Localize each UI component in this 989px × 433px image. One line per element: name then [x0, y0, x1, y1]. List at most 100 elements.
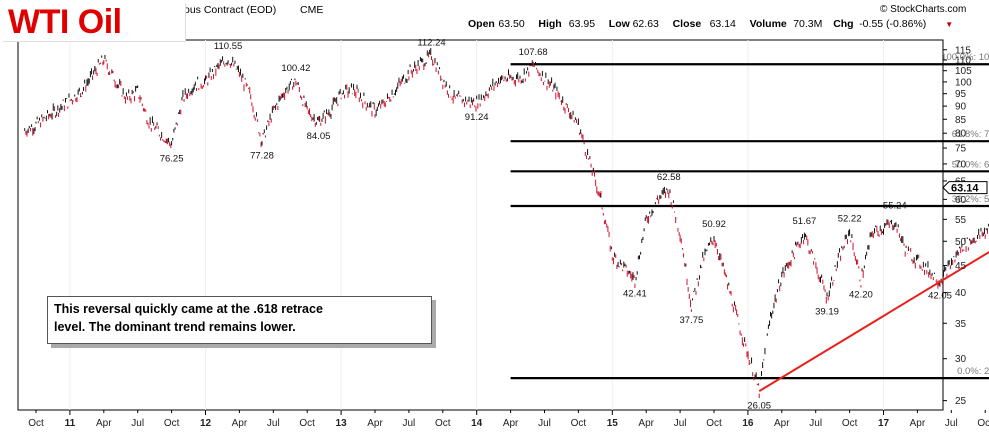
grid	[69, 40, 884, 410]
fib-label: 61.8%: 77.27	[952, 129, 989, 140]
ohlc-label-volume: Volume	[750, 18, 787, 30]
chg-down-icon: ▼	[945, 20, 953, 29]
price-label: 42.05	[928, 290, 952, 301]
fib-label: 50.0%: 67.78	[952, 159, 989, 170]
x-tick-label: Oct	[706, 418, 722, 429]
ohlc-value-low: 62.63	[633, 18, 659, 30]
x-tick-label: Apr	[503, 418, 519, 429]
price-label: 112.24	[417, 37, 445, 48]
note-line-2: level. The dominant trend remains lower.	[54, 320, 296, 334]
x-tick-label: Jul	[538, 418, 551, 429]
price-label: 52.22	[838, 213, 862, 224]
fib-label: 0.0%: 27.57	[957, 366, 989, 377]
x-tick-label: 13	[336, 418, 348, 429]
price-label: 37.75	[680, 315, 704, 326]
x-tick-label: Jul	[131, 418, 144, 429]
ohlc-row: Open 63.50 High 63.95 Low 62.63 Close 63.14 Volu…	[468, 18, 953, 30]
y-tick-label: 115	[955, 45, 971, 56]
price-label: 55.24	[883, 200, 907, 211]
ohlc-value-close: 63.14	[710, 18, 736, 30]
x-tick-label: Oct	[571, 418, 587, 429]
exchange-label: CME	[300, 4, 323, 16]
x-tick-label: Oct	[164, 418, 180, 429]
price-label: 50.92	[702, 219, 726, 230]
x-tick-label: Apr	[910, 418, 926, 429]
x-tick-label: 15	[607, 418, 619, 429]
price-label: 91.24	[465, 112, 489, 123]
y-tick-label: 75	[955, 144, 967, 155]
price-label: 107.68	[519, 47, 548, 58]
x-tick-label: Apr	[367, 418, 383, 429]
x-tick-label: Apr	[774, 418, 790, 429]
y-tick-label: 45	[955, 261, 967, 272]
price-label: 77.28	[250, 150, 274, 161]
last-price-marker: 63.14	[942, 181, 988, 195]
price-label: 39.19	[815, 306, 839, 317]
x-tick-label: Jul	[945, 418, 958, 429]
ohlc-label-close: Close	[673, 18, 702, 30]
ohlc-label-chg: Chg	[833, 18, 853, 30]
x-tick-label: 16	[742, 418, 754, 429]
y-tick-label: 90	[955, 102, 967, 113]
contract-text: ous Contract (EOD)	[184, 4, 276, 16]
x-axis: Oct 11 Apr Jul Oct 12 Apr Jul Oct 13 Apr Jul Oct 14 Ap…	[28, 410, 989, 429]
y-tick-label: 110	[955, 56, 971, 67]
chart-header: ous Contract (EOD) CME © StockCharts.com…	[184, 4, 966, 30]
chart-title: WTI Oil	[8, 3, 122, 41]
y-tick-label: 55	[955, 215, 967, 226]
y-axis: 2530354045505560657075808590951001051101…	[943, 45, 972, 407]
y-tick-label: 25	[955, 396, 967, 407]
x-tick-label: 14	[471, 418, 483, 429]
chart-title-box: WTI Oil	[3, 3, 186, 42]
ohlc-value-high: 63.95	[569, 18, 595, 30]
price-label: 42.41	[623, 288, 647, 299]
x-tick-label: Jul	[674, 418, 687, 429]
x-tick-label: Oct	[28, 418, 44, 429]
fib-label: 38.2%: 58.29	[952, 194, 989, 205]
y-tick-label: 100	[955, 77, 972, 88]
x-tick-label: Apr	[232, 418, 248, 429]
ohlc-value-chg: -0.55 (-0.86%)	[859, 18, 926, 30]
last-price-label: 63.14	[951, 183, 979, 195]
plot-frame	[17, 39, 944, 411]
y-tick-label: 60	[955, 195, 967, 206]
trendline	[758, 250, 989, 393]
price-label: 76.25	[160, 153, 184, 164]
fib-label: 100.0%: 107.99	[941, 52, 989, 63]
x-tick-label: Apr	[638, 418, 654, 429]
x-tick-label: Oct	[977, 418, 989, 429]
annotation-note: This reversal quickly came at the .618 r…	[47, 296, 432, 344]
x-tick-label: Oct	[299, 418, 315, 429]
y-tick-label: 30	[955, 354, 967, 365]
price-label: 84.05	[307, 131, 331, 142]
last-price-tag	[942, 181, 988, 195]
y-tick-label: 95	[955, 89, 967, 100]
y-tick-label: 70	[955, 159, 967, 170]
price-bars	[24, 47, 989, 399]
price-label: 51.67	[793, 216, 817, 227]
price-label: 110.55	[214, 41, 242, 52]
y-tick-label: 85	[955, 115, 967, 126]
x-tick-label: 11	[65, 418, 76, 429]
x-tick-label: Jul	[809, 418, 822, 429]
price-annotations: 110.55 100.42 112.24 107.68 76.25 77.28 84.05 9…	[160, 37, 952, 411]
price-label: 100.42	[281, 63, 310, 74]
x-tick-label: Oct	[842, 418, 858, 429]
y-tick-label: 35	[955, 319, 967, 330]
x-tick-label: 12	[200, 418, 212, 429]
fib-levels: 100.0%: 107.99 61.8%: 77.27 50.0%: 67.78 38…	[510, 52, 989, 380]
ohlc-value-open: 63.50	[498, 18, 524, 30]
note-line-1: This reversal quickly came at the .618 r…	[54, 302, 323, 316]
y-tick-label: 50	[955, 237, 967, 248]
x-tick-label: Apr	[96, 418, 112, 429]
ohlc-label-high: High	[538, 18, 561, 30]
price-label: 42.20	[849, 289, 873, 300]
x-tick-label: Oct	[435, 418, 451, 429]
ohlc-label-open: Open	[468, 18, 495, 30]
price-label: 26.05	[747, 400, 771, 411]
x-tick-label: Jul	[403, 418, 416, 429]
price-label: 62.58	[657, 172, 681, 183]
support-trendline	[758, 250, 989, 393]
x-tick-label: Jul	[267, 418, 280, 429]
